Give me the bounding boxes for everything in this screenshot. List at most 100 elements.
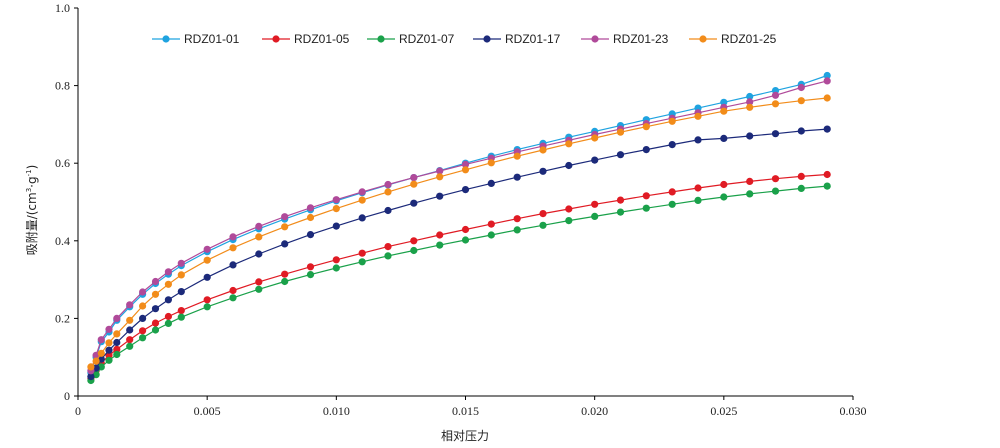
data-point bbox=[694, 112, 702, 120]
legend-item: RDZ01-23 bbox=[581, 32, 669, 46]
series-RDZ01-07 bbox=[87, 182, 831, 385]
data-point bbox=[139, 327, 147, 335]
series-RDZ01-01 bbox=[87, 71, 831, 377]
axes: 0 0.005 0.010 0.015 0.020 0.025 0.030 0 0.2 0.4 0.… bbox=[55, 1, 867, 418]
data-point bbox=[255, 222, 263, 230]
data-point bbox=[436, 173, 444, 181]
data-point bbox=[823, 182, 831, 190]
data-point bbox=[151, 277, 160, 286]
data-point bbox=[694, 136, 702, 144]
y-axis-title-sup1: 3 bbox=[25, 188, 33, 192]
y-axis-title-sup2: -1 bbox=[25, 169, 33, 176]
y-axis-title-end: ) bbox=[25, 165, 39, 170]
data-point bbox=[771, 130, 780, 138]
data-point bbox=[539, 221, 547, 229]
y-tick-label: 0.8 bbox=[55, 79, 70, 93]
data-point bbox=[384, 180, 392, 189]
data-point bbox=[487, 159, 495, 167]
data-point bbox=[332, 196, 340, 204]
data-point bbox=[92, 357, 100, 365]
data-point bbox=[358, 188, 366, 196]
y-tick-label: 0.4 bbox=[55, 234, 70, 248]
data-point bbox=[229, 244, 237, 252]
data-point bbox=[203, 245, 211, 253]
legend-marker bbox=[377, 35, 385, 43]
data-point bbox=[126, 326, 134, 334]
data-point bbox=[591, 156, 599, 164]
data-point bbox=[126, 316, 134, 324]
data-point bbox=[97, 349, 105, 357]
data-point bbox=[694, 196, 702, 204]
data-point bbox=[281, 270, 289, 278]
data-point bbox=[281, 277, 289, 286]
data-point bbox=[164, 296, 172, 304]
data-point bbox=[358, 196, 366, 204]
data-point bbox=[105, 346, 113, 354]
y-tick-label: 0.2 bbox=[55, 311, 70, 325]
series-layer bbox=[87, 71, 831, 385]
data-point bbox=[461, 236, 470, 244]
data-point bbox=[177, 271, 185, 279]
data-point bbox=[332, 256, 340, 264]
data-point bbox=[487, 231, 495, 239]
data-point bbox=[281, 240, 289, 248]
data-point bbox=[384, 206, 392, 215]
data-point bbox=[87, 363, 95, 371]
data-point bbox=[255, 278, 263, 286]
data-point bbox=[203, 303, 211, 311]
data-point bbox=[113, 338, 121, 347]
data-point bbox=[151, 319, 160, 327]
series-line bbox=[90, 80, 828, 371]
legend-label: RDZ01-05 bbox=[294, 32, 350, 46]
data-point bbox=[823, 94, 831, 102]
data-point bbox=[616, 196, 625, 204]
data-point bbox=[797, 97, 805, 105]
data-point bbox=[139, 288, 147, 296]
data-point bbox=[139, 334, 147, 342]
data-point bbox=[281, 223, 289, 231]
data-point bbox=[384, 252, 392, 260]
data-point bbox=[513, 226, 521, 234]
legend-label: RDZ01-25 bbox=[721, 32, 777, 46]
data-point bbox=[746, 103, 754, 111]
series-line bbox=[90, 185, 828, 381]
data-point bbox=[151, 305, 160, 313]
data-point bbox=[823, 77, 831, 85]
data-point bbox=[139, 314, 147, 322]
data-point bbox=[97, 336, 105, 344]
data-point bbox=[746, 190, 754, 198]
x-axis-title: 相对压力 bbox=[441, 429, 489, 443]
data-point bbox=[591, 200, 599, 208]
legend-marker bbox=[483, 35, 491, 43]
data-point bbox=[539, 210, 547, 218]
data-point bbox=[203, 256, 211, 264]
data-point bbox=[113, 330, 121, 338]
data-point bbox=[565, 205, 573, 213]
legend-marker bbox=[699, 35, 707, 43]
data-point bbox=[642, 192, 650, 200]
x-tick-label: 0.025 bbox=[710, 404, 737, 418]
data-point bbox=[771, 100, 780, 108]
y-tick-label: 1.0 bbox=[55, 1, 70, 15]
data-point bbox=[105, 356, 113, 364]
legend-label: RDZ01-23 bbox=[613, 32, 669, 46]
data-point bbox=[746, 177, 754, 185]
data-point bbox=[126, 342, 134, 350]
data-point bbox=[358, 249, 366, 257]
data-point bbox=[513, 173, 521, 181]
legend: RDZ01-01 RDZ01-05 RDZ01-07 RDZ01-17 RDZ01-23… bbox=[152, 32, 777, 46]
data-point bbox=[410, 199, 418, 207]
data-point bbox=[823, 170, 831, 179]
data-point bbox=[105, 351, 113, 359]
data-point bbox=[384, 188, 392, 196]
x-tick-label: 0 bbox=[75, 404, 81, 418]
data-point bbox=[436, 231, 444, 239]
data-point bbox=[255, 250, 263, 258]
data-point bbox=[539, 146, 547, 154]
data-point bbox=[565, 140, 573, 148]
data-point bbox=[151, 290, 160, 298]
data-point bbox=[746, 98, 754, 106]
legend-item: RDZ01-17 bbox=[473, 32, 561, 46]
data-point bbox=[306, 204, 315, 212]
